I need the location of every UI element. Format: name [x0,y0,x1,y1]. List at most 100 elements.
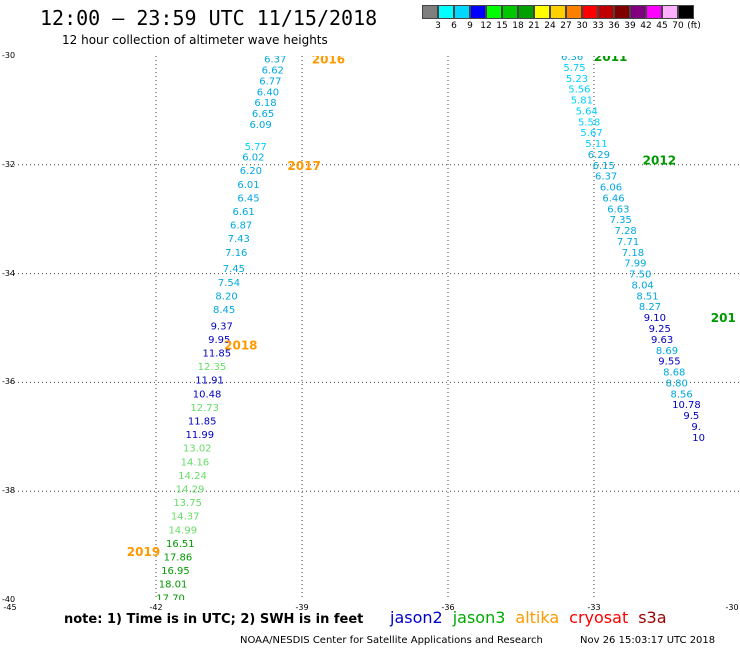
color-scale-bar [422,5,694,19]
latitude-label: -40 [2,595,16,604]
legend-item-cryosat: cryosat [569,608,629,627]
wave-height-value: 17.70 [156,593,185,600]
wave-height-value: 11.85 [188,416,217,427]
generated-timestamp: Nov 26 15:03:17 UTC 2018 [580,635,716,646]
wave-height-value: 6.65 [252,109,274,120]
wave-height-value: 5.11 [585,139,607,150]
wave-height-value: 5.23 [566,74,588,85]
wave-height-value: 8.45 [213,305,235,316]
wave-height-value: 6.40 [257,87,279,98]
latitude-label: -34 [2,268,16,278]
wave-height-value: 7.54 [218,278,240,289]
wave-height-value: 5.81 [571,96,593,107]
color-scale-label: 18 [512,21,524,31]
wave-height-value: 6.06 [600,183,622,194]
color-swatch [550,5,566,19]
credit-text: NOAA/NESDIS Center for Satellite Applica… [240,635,543,646]
wave-height-value: 5.64 [576,106,598,117]
wave-height-value: 12.73 [190,403,219,414]
longitude-label: -39 [295,603,309,612]
wave-height-value: 7.99 [624,259,646,270]
wave-height-value: 5.58 [578,117,600,128]
wave-height-value: 7.28 [615,226,637,237]
wave-height-value: 5.77 [245,142,267,153]
color-swatch [454,5,470,19]
wave-height-value: 8.56 [670,389,692,400]
color-swatch [438,5,454,19]
page-title: 12:00 — 23:59 UTC 11/15/2018 [40,6,378,30]
latitude-label: -30 [2,51,16,60]
color-scale-label: 45 [656,21,668,31]
wave-height-value: 8.68 [663,368,685,379]
page-subtitle: 12 hour collection of altimeter wave hei… [62,33,328,47]
time-label: 2019 [127,545,160,559]
color-scale-label: 6 [451,21,457,31]
color-swatch [630,5,646,19]
wave-height-value: 6.77 [259,76,281,87]
wave-height-value: 10 [692,433,705,444]
wave-height-value: 9.63 [651,335,673,346]
wave-height-value: 8.69 [656,346,678,357]
color-swatch [614,5,630,19]
wave-height-value: 6.61 [232,207,254,218]
color-scale-labels: 3 6 9 12 15 18 21 24 27 30 33 36 39 42 45 70 (ft) [422,21,740,35]
wave-height-value: 11.85 [203,348,232,359]
wave-height-value: 9.95 [208,335,230,346]
time-label: 2011 [594,56,627,64]
wave-height-value: 6.37 [264,56,286,66]
color-swatch [662,5,678,19]
wave-height-value: 16.95 [161,566,190,577]
legend-item-altika: altika [515,608,560,627]
wave-height-value: 12.35 [198,362,227,373]
wave-height-value: 6.37 [595,172,617,183]
wave-height-value: 11.91 [195,376,224,387]
wave-height-value: 6.20 [240,166,262,177]
color-swatch [678,5,694,19]
color-swatch [486,5,502,19]
wave-height-value: 6.02 [242,153,264,164]
wave-height-value: 7.71 [617,237,639,248]
wave-height-value: 9.37 [211,321,233,332]
time-label: 201 [711,311,736,325]
wave-height-value: 8.27 [639,302,661,313]
color-scale-label: 9 [467,21,473,31]
color-scale-label: (ft) [687,21,701,31]
wave-height-value: 18.01 [159,580,188,591]
color-scale-label: 39 [624,21,636,31]
color-scale-label: 70 [672,21,684,31]
color-scale-label: 24 [544,21,556,31]
latitude-label: -32 [2,159,16,169]
color-swatch [566,5,582,19]
latitude-label: -38 [2,486,16,496]
wave-height-value: 16.51 [166,539,195,550]
footer-note: note: 1) Time is in UTC; 2) SWH is in fe… [64,612,364,627]
color-scale-label: 36 [608,21,620,31]
wave-height-value: 7.18 [622,248,644,259]
wave-height-value: 7.35 [610,215,632,226]
longitude-label: -30 [725,603,739,612]
wave-height-value: 7.50 [629,270,651,281]
wave-height-value: 6.87 [230,221,252,232]
color-scale-label: 30 [576,21,588,31]
color-swatch [582,5,598,19]
wave-height-value: 9. [691,422,701,433]
color-swatch [534,5,550,19]
latitude-label: -36 [2,377,16,387]
time-label: 2016 [312,56,345,67]
time-label: 2017 [287,159,320,173]
wave-height-value: 6.15 [593,161,615,172]
time-label: 2012 [643,153,676,167]
wave-height-value: 6.36 [561,56,583,63]
wave-height-value: 6.62 [262,66,284,77]
wave-height-value: 9.25 [649,324,671,335]
color-swatch [502,5,518,19]
wave-height-value: 7.43 [228,234,250,245]
wave-height-value: 6.45 [237,193,259,204]
longitude-label: -45 [3,603,17,612]
wave-height-value: 9.10 [644,313,666,324]
color-scale-label: 15 [496,21,508,31]
wave-height-value: 10.48 [193,389,222,400]
longitude-label: -33 [587,603,601,612]
wave-height-value: 6.29 [588,150,610,161]
color-swatch [646,5,662,19]
